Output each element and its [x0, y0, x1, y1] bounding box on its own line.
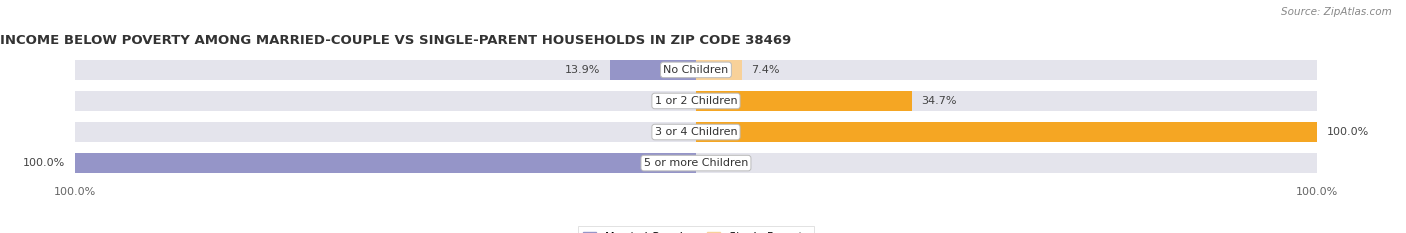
Bar [75, 122, 696, 142]
Text: 7.4%: 7.4% [751, 65, 780, 75]
Text: No Children: No Children [664, 65, 728, 75]
Legend: Married Couples, Single Parents: Married Couples, Single Parents [578, 226, 814, 233]
Bar [696, 60, 1317, 79]
Text: 100.0%: 100.0% [22, 158, 65, 168]
Bar [696, 91, 911, 111]
Bar [696, 154, 1317, 173]
Bar [610, 60, 696, 79]
Text: 13.9%: 13.9% [565, 65, 600, 75]
Text: 0.0%: 0.0% [706, 158, 734, 168]
Bar [696, 60, 742, 79]
Text: Source: ZipAtlas.com: Source: ZipAtlas.com [1281, 7, 1392, 17]
Text: 0.0%: 0.0% [658, 127, 686, 137]
Bar [696, 91, 1317, 111]
Text: 0.0%: 0.0% [658, 96, 686, 106]
Bar [696, 122, 1317, 142]
Text: 100.0%: 100.0% [1327, 127, 1369, 137]
Text: 34.7%: 34.7% [921, 96, 956, 106]
Bar [75, 60, 696, 79]
Text: 5 or more Children: 5 or more Children [644, 158, 748, 168]
Text: 3 or 4 Children: 3 or 4 Children [655, 127, 737, 137]
Bar [696, 122, 1317, 142]
Text: INCOME BELOW POVERTY AMONG MARRIED-COUPLE VS SINGLE-PARENT HOUSEHOLDS IN ZIP COD: INCOME BELOW POVERTY AMONG MARRIED-COUPL… [0, 34, 792, 47]
Text: 1 or 2 Children: 1 or 2 Children [655, 96, 737, 106]
Bar [75, 154, 696, 173]
Bar [75, 91, 696, 111]
Bar [75, 154, 696, 173]
